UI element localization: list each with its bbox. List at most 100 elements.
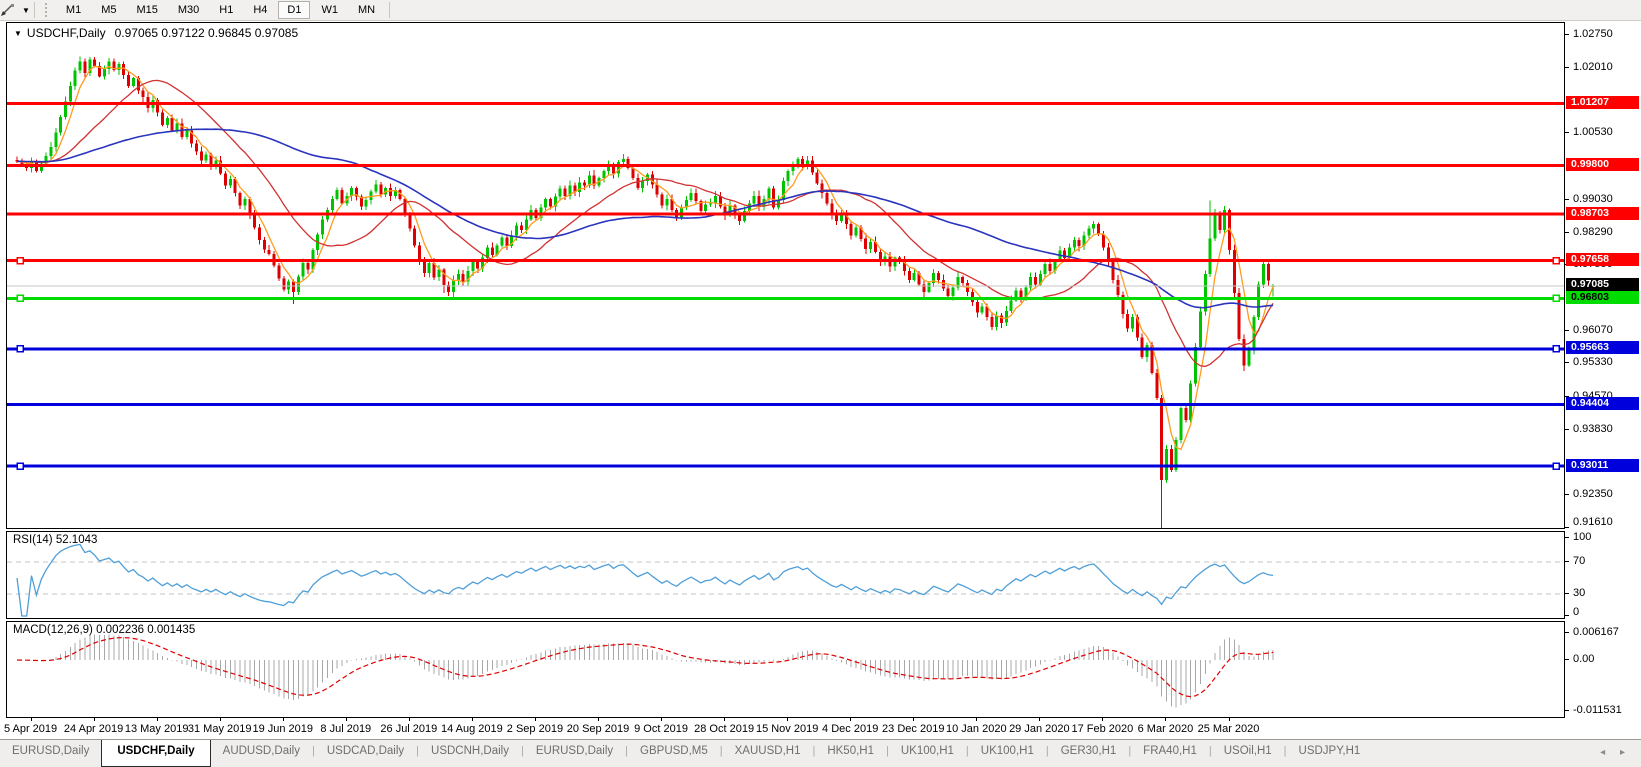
candle-body xyxy=(1097,224,1100,235)
rsi-tick-dash xyxy=(1565,615,1569,616)
candle-body xyxy=(1116,279,1120,295)
chart-tab-fra40-h1[interactable]: FRA40,H1 xyxy=(1143,745,1197,757)
candle-body xyxy=(1024,287,1028,298)
price-level-badge[interactable]: 0.96803 xyxy=(1566,290,1639,304)
candle-body xyxy=(767,188,771,199)
price-tick-label: 0.91610 xyxy=(1573,516,1613,528)
level-handle[interactable] xyxy=(1552,345,1560,353)
price-tick-dash xyxy=(1565,329,1569,331)
candle-body xyxy=(282,278,286,290)
timeframe-button-d1[interactable]: D1 xyxy=(278,1,311,19)
chart-tab-uk100-h1[interactable]: UK100,H1 xyxy=(900,745,954,757)
macd-axis[interactable]: 0.006167 0.00 -0.011531 xyxy=(1565,621,1641,718)
candle-body xyxy=(1179,408,1183,441)
chart-tab-gbpusd-m5[interactable]: GBPUSD,M5 xyxy=(640,745,708,757)
candle-body xyxy=(228,179,232,186)
price-chart-canvas[interactable] xyxy=(7,23,1564,528)
candle-body xyxy=(490,247,494,256)
rsi-tick-dash xyxy=(1565,561,1569,562)
timeframe-button-mn[interactable]: MN xyxy=(357,4,376,16)
timeframe-button-m5[interactable]: M5 xyxy=(101,4,117,16)
macd-canvas[interactable] xyxy=(7,622,1564,717)
price-axis[interactable]: 1.027501.020101.005300.990300.982900.975… xyxy=(1565,22,1641,529)
timeframe-button-h1[interactable]: H1 xyxy=(219,4,234,16)
price-level-badge[interactable]: 0.99800 xyxy=(1566,158,1639,172)
timeframe-button-h4[interactable]: H4 xyxy=(253,4,268,16)
candle-body xyxy=(1198,311,1202,348)
level-handle[interactable] xyxy=(1552,462,1560,470)
candle-body xyxy=(1121,294,1125,314)
level-handle[interactable] xyxy=(16,462,24,470)
candle-body xyxy=(1014,290,1018,301)
rsi-axis[interactable]: 100 70 30 0 xyxy=(1565,531,1641,619)
date-label: 28 Oct 2019 xyxy=(694,723,755,735)
chart-tab-xauusd-h1[interactable]: XAUUSD,H1 xyxy=(734,745,801,757)
price-level-badge[interactable]: 0.93011 xyxy=(1566,458,1639,472)
price-tick-dash xyxy=(1565,66,1569,68)
candle-body xyxy=(122,63,126,75)
level-handle[interactable] xyxy=(1552,256,1560,265)
chart-tab-usoil-h1[interactable]: USOil,H1 xyxy=(1223,745,1272,757)
chart-tab-ger30-h1[interactable]: GER30,H1 xyxy=(1060,745,1117,757)
price-level-badge[interactable]: 0.97658 xyxy=(1566,252,1639,266)
price-chart-panel[interactable]: ▼ USDCHF,Daily 0.97065 0.97122 0.96845 0.9… xyxy=(6,22,1565,529)
date-tick xyxy=(598,718,599,721)
chart-tab-uk100-h1[interactable]: UK100,H1 xyxy=(980,745,1034,757)
candle-body xyxy=(815,172,819,184)
date-tick xyxy=(471,718,473,721)
dropdown-caret-icon[interactable]: ▼ xyxy=(22,5,30,15)
price-level-badge[interactable]: 0.95663 xyxy=(1566,341,1639,355)
tab-separator: | xyxy=(965,745,969,757)
level-handle[interactable] xyxy=(1552,294,1560,303)
chart-tab-usdchf-daily[interactable]: USDCHF,Daily xyxy=(101,740,211,767)
candle-body xyxy=(1101,234,1105,248)
date-label: 23 Dec 2019 xyxy=(882,723,945,735)
timeframe-button-w1[interactable]: W1 xyxy=(321,4,338,16)
candle-body xyxy=(1140,337,1144,357)
collapse-triangle-icon[interactable]: ▼ xyxy=(14,29,22,38)
candle-body xyxy=(975,302,979,313)
timeframe-button-m15[interactable]: M15 xyxy=(136,4,158,16)
timeframe-button-m1[interactable]: M1 xyxy=(65,4,82,16)
chart-tab-usdjpy-h1[interactable]: USDJPY,H1 xyxy=(1298,745,1361,757)
candle-body xyxy=(248,198,252,215)
candle-body xyxy=(403,198,407,214)
candle-body xyxy=(388,187,392,196)
chart-tab-bar: EURUSD,Daily USDCHF,Daily AUDUSD,Daily | USD… xyxy=(0,739,1641,767)
candle-body xyxy=(59,117,63,133)
toolbar-grip[interactable] xyxy=(44,3,50,17)
level-handle[interactable] xyxy=(16,345,24,353)
rsi-line xyxy=(16,543,1274,617)
candle-body xyxy=(621,159,625,163)
date-tick xyxy=(850,718,852,721)
candle-body xyxy=(951,287,955,297)
date-axis[interactable]: 5 Apr 2019 24 Apr 2019 13 May 2019 31 May 2… xyxy=(4,718,1565,739)
price-level-badge[interactable]: 0.94404 xyxy=(1566,396,1639,410)
date-label: 4 Dec 2019 xyxy=(822,723,879,735)
candle-body xyxy=(825,193,829,204)
timeframe-button-m30[interactable]: M30 xyxy=(177,4,200,16)
chart-tab-usdcnh-daily[interactable]: USDCNH,Daily xyxy=(431,745,509,757)
macd-panel[interactable]: MACD(12,26,9) 0.002236 0.001435 xyxy=(6,621,1565,718)
chart-tab-eurusd-daily[interactable]: EURUSD,Daily xyxy=(535,745,614,757)
candle-body xyxy=(1208,238,1212,275)
tab-scroll-right-icon[interactable]: ▸ xyxy=(1619,747,1625,758)
date-tick xyxy=(787,718,789,721)
tab-scroll-left-icon[interactable]: ◂ xyxy=(1600,747,1606,758)
rsi-panel[interactable]: RSI(14) 52.1043 xyxy=(6,531,1565,619)
level-handle[interactable] xyxy=(16,294,24,303)
date-label: 15 Nov 2019 xyxy=(755,723,819,735)
chart-tab-eurusd-daily[interactable]: EURUSD,Daily xyxy=(12,745,90,757)
tab-separator: | xyxy=(812,745,816,757)
chart-tab-usdcad-daily[interactable]: USDCAD,Daily xyxy=(326,745,405,757)
rsi-canvas[interactable] xyxy=(7,532,1564,618)
price-level-badge[interactable]: 0.98703 xyxy=(1566,206,1639,220)
chart-tab-hk50-h1[interactable]: HK50,H1 xyxy=(827,745,874,757)
level-handle[interactable] xyxy=(16,256,24,265)
candle-body xyxy=(878,252,882,263)
crosshair-tool-icon[interactable] xyxy=(0,2,20,18)
candle-body xyxy=(418,245,421,260)
chart-tab-audusd-daily[interactable]: AUDUSD,Daily xyxy=(222,745,300,757)
price-level-badge[interactable]: 1.01207 xyxy=(1566,95,1639,109)
candle-body xyxy=(131,78,135,87)
